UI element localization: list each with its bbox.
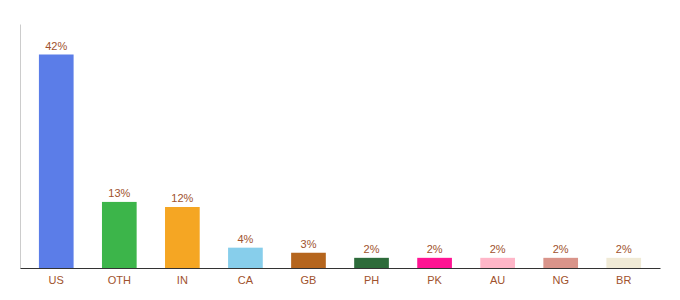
bar xyxy=(606,258,641,268)
x-tick: CA xyxy=(238,274,254,286)
data-labels: 42% 13% 12% 4% 3% 2% 2% 2% 2% 2% xyxy=(45,40,632,255)
x-tick: NG xyxy=(552,274,569,286)
x-tick: US xyxy=(49,274,64,286)
bar xyxy=(165,207,200,268)
x-tick: PH xyxy=(364,274,379,286)
data-label: 13% xyxy=(108,187,130,199)
x-tick-label: CA xyxy=(238,274,254,286)
x-tick: OTH xyxy=(108,274,131,286)
x-axis-line xyxy=(21,268,661,269)
x-tick: GB xyxy=(301,274,317,286)
data-label: 3% xyxy=(301,238,317,250)
bar xyxy=(354,258,389,268)
bar xyxy=(480,258,515,268)
plot: US OTH IN CA GB PH PK AU NG BR 42% 13% 12% 4% 3% 2% 2% 2%… xyxy=(21,25,661,286)
data-label: 2% xyxy=(616,243,632,255)
bar xyxy=(228,248,263,268)
x-tick: AU xyxy=(490,274,505,286)
x-tick-label: PH xyxy=(364,274,379,286)
x-tick-label: IN xyxy=(177,274,188,286)
y-axis xyxy=(20,25,21,269)
data-label: 2% xyxy=(490,243,506,255)
y-axis-line xyxy=(20,25,21,269)
data-label: 2% xyxy=(364,243,380,255)
data-label: 12% xyxy=(171,192,193,204)
x-tick: PK xyxy=(427,274,442,286)
data-label: 4% xyxy=(237,233,253,245)
data-label: 2% xyxy=(553,243,569,255)
data-label: 42% xyxy=(45,40,67,52)
x-axis: US OTH IN CA GB PH PK AU NG BR xyxy=(21,269,661,286)
bar xyxy=(543,258,578,268)
chart: US OTH IN CA GB PH PK AU NG BR 42% 13% 12% 4% 3% 2% 2% 2%… xyxy=(0,0,680,300)
bar xyxy=(291,253,326,268)
data-label: 2% xyxy=(427,243,443,255)
x-tick-label: GB xyxy=(301,274,317,286)
x-tick-label: OTH xyxy=(108,274,131,286)
bar xyxy=(39,55,74,269)
x-tick-label: BR xyxy=(616,274,631,286)
x-tick-label: US xyxy=(49,274,64,286)
bar xyxy=(102,202,137,268)
x-tick-label: PK xyxy=(427,274,442,286)
bar xyxy=(417,258,452,268)
x-tick: BR xyxy=(616,274,631,286)
bars xyxy=(39,55,641,269)
x-tick-label: NG xyxy=(552,274,569,286)
x-tick-label: AU xyxy=(490,274,505,286)
x-tick: IN xyxy=(177,274,188,286)
